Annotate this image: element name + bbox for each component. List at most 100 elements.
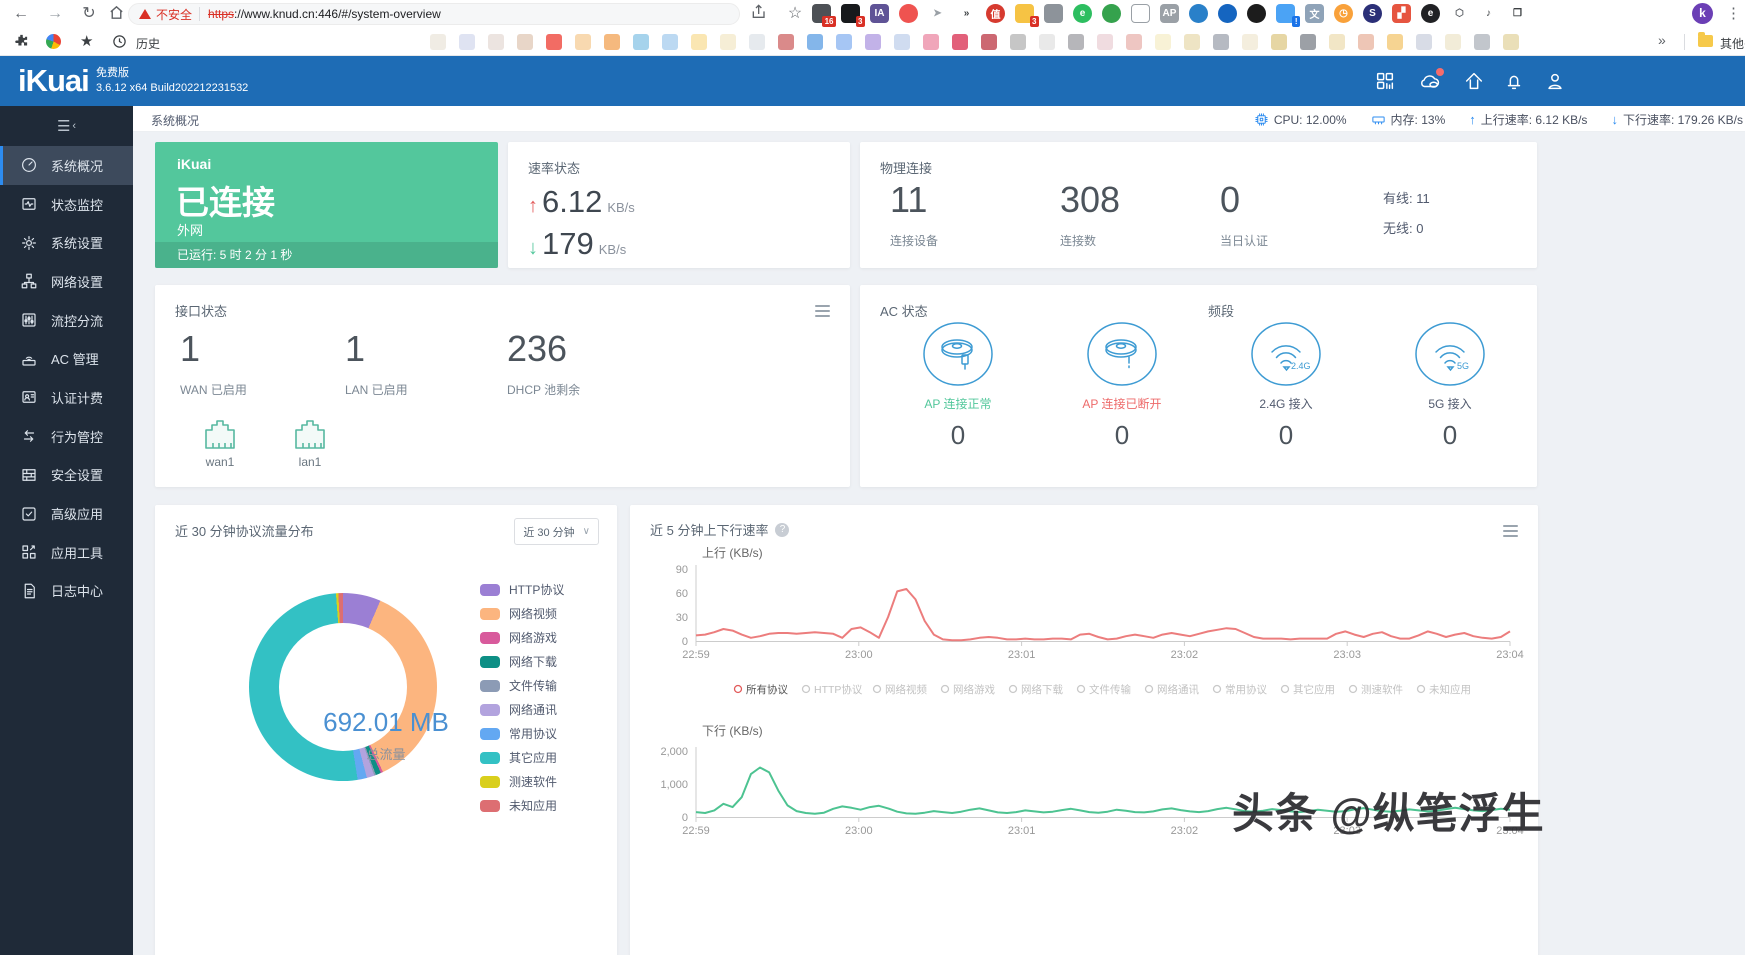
afro-icon[interactable] <box>1247 4 1266 23</box>
bookmark-favicon[interactable] <box>1271 34 1287 50</box>
s-swirl-icon[interactable]: S <box>1363 4 1382 23</box>
window-icon[interactable]: ❐ <box>1513 8 1522 19</box>
sidebar-collapse-toggle[interactable]: ☰ ‹ <box>56 118 77 135</box>
evernote-icon[interactable]: e <box>1073 4 1092 23</box>
bookmark-favicon[interactable] <box>604 34 620 50</box>
bookmark-favicon[interactable] <box>1010 34 1026 50</box>
ikuai-logo[interactable]: iKuai <box>18 63 90 98</box>
bookmark-favicon[interactable] <box>1300 34 1316 50</box>
sidebar-item-9[interactable]: 安全设置 <box>0 456 133 495</box>
bookmark-favicon[interactable] <box>952 34 968 50</box>
bookmark-favicon[interactable] <box>1242 34 1258 50</box>
bookmark-favicon[interactable] <box>778 34 794 50</box>
bookmark-favicon[interactable] <box>894 34 910 50</box>
donut-legend-item[interactable]: 其它应用 <box>480 749 564 766</box>
bookmark-favicon[interactable] <box>1358 34 1374 50</box>
sidebar-item-1[interactable]: 系统概况 <box>0 146 133 185</box>
e-circle-icon[interactable]: e <box>1421 4 1440 23</box>
sidebar-item-10[interactable]: 高级应用 <box>0 494 133 533</box>
bookmark-favicon[interactable] <box>1039 34 1055 50</box>
ia-icon[interactable]: IA <box>870 4 889 23</box>
bookmark-favicon[interactable] <box>1126 34 1142 50</box>
bookmark-favicon[interactable] <box>865 34 881 50</box>
shield-gray-icon[interactable] <box>1044 4 1063 23</box>
home-button[interactable] <box>108 4 130 21</box>
bookmark-favicon[interactable] <box>517 34 533 50</box>
bookmark-favicon[interactable] <box>1184 34 1200 50</box>
share-icon[interactable] <box>750 4 772 20</box>
bookmark-favicon[interactable] <box>1416 34 1432 50</box>
bookmark-favicon[interactable] <box>1329 34 1345 50</box>
donut-legend-item[interactable]: HTTP协议 <box>480 581 564 598</box>
donut-legend-item[interactable]: 常用协议 <box>480 725 564 742</box>
donut-legend-item[interactable]: 文件传输 <box>480 677 564 694</box>
clock-ext-icon[interactable]: ◷ <box>1334 4 1353 23</box>
bookmark-favicon[interactable] <box>1474 34 1490 50</box>
browser-menu-icon[interactable]: ⋮ <box>1726 5 1741 22</box>
cursor-icon[interactable]: ➤ <box>933 8 942 19</box>
bookmark-favicon[interactable] <box>749 34 765 50</box>
bookmark-favicon[interactable] <box>1068 34 1084 50</box>
bookmark-favicon[interactable] <box>1503 34 1519 50</box>
other-bookmarks-label[interactable]: 其他书签 <box>1720 37 1745 51</box>
sidebar-item-5[interactable]: 流控分流 <box>0 301 133 340</box>
sidebar-item-11[interactable]: 应用工具 <box>0 533 133 572</box>
user-icon[interactable] <box>1544 70 1568 94</box>
bookmark-favicon[interactable] <box>923 34 939 50</box>
extension-grid-icon[interactable]: 16 <box>812 4 836 27</box>
bookmark-star-icon[interactable]: ☆ <box>787 5 803 22</box>
bookmark-favicon[interactable] <box>836 34 852 50</box>
bookmark-favicon[interactable] <box>1155 34 1171 50</box>
help-icon[interactable]: ? <box>775 522 790 537</box>
bookmark-favicon[interactable] <box>546 34 562 50</box>
bookmarks-overflow-icon[interactable]: » <box>1658 32 1666 48</box>
apps-grid-icon[interactable] <box>1374 70 1398 94</box>
sidebar-item-2[interactable]: 状态监控 <box>0 185 133 224</box>
history-label[interactable]: 历史 <box>136 37 161 51</box>
home-up-icon[interactable] <box>1463 70 1487 94</box>
star-icon[interactable]: ★ <box>80 33 94 50</box>
sidebar-item-6[interactable]: AC 管理 <box>0 339 133 378</box>
bookmark-favicon[interactable] <box>662 34 678 50</box>
puzzle-icon[interactable] <box>14 33 29 48</box>
ap-icon[interactable]: AP <box>1160 4 1179 23</box>
egg-icon[interactable] <box>899 4 918 23</box>
cloud-icon[interactable] <box>1418 68 1444 94</box>
bookmark-favicon[interactable] <box>575 34 591 50</box>
sidebar-item-3[interactable]: 系统设置 <box>0 223 133 262</box>
blue-globe-icon[interactable] <box>1218 4 1237 23</box>
donut-legend-item[interactable]: 网络通讯 <box>480 701 564 718</box>
forward-button[interactable]: → <box>47 5 63 22</box>
translate-icon[interactable]: 文 <box>1305 4 1324 23</box>
time-range-dropdown[interactable]: 近 30 分钟 ∨ <box>514 518 599 545</box>
donut-legend-item[interactable]: 未知应用 <box>480 797 564 814</box>
donut-legend-item[interactable]: 网络下载 <box>480 653 564 670</box>
bookmark-favicon[interactable] <box>488 34 504 50</box>
history-clock-icon[interactable] <box>112 34 127 49</box>
wan1-port[interactable]: wan1 <box>180 413 260 469</box>
bookmark-favicon[interactable] <box>981 34 997 50</box>
bird-alert-icon[interactable]: ! <box>1276 4 1300 27</box>
profile-avatar[interactable]: k <box>1692 3 1713 24</box>
rate-card-menu-icon[interactable] <box>1503 525 1518 540</box>
bookmark-favicon[interactable] <box>1213 34 1229 50</box>
extension-dark-icon[interactable]: 3 <box>841 4 865 27</box>
interface-card-menu-icon[interactable] <box>815 305 830 320</box>
sidebar-item-8[interactable]: 行为管控 <box>0 417 133 456</box>
back-button[interactable]: ← <box>13 5 29 22</box>
zhi-icon[interactable]: 值 <box>986 4 1005 23</box>
donut-legend-item[interactable]: 网络视频 <box>480 605 564 622</box>
bookmark-favicon[interactable] <box>1097 34 1113 50</box>
chrome-icon[interactable] <box>46 34 61 49</box>
image-ext-icon[interactable]: ▞ <box>1392 4 1411 23</box>
playlist-icon[interactable]: ♪ <box>1486 8 1491 19</box>
sidebar-item-12[interactable]: 日志中心 <box>0 572 133 611</box>
puzzle-menu-icon[interactable]: ⬡ <box>1455 8 1464 19</box>
donut-legend-item[interactable]: 网络游戏 <box>480 629 564 646</box>
idm-globe-icon[interactable] <box>1102 4 1121 23</box>
sidebar-item-4[interactable]: 网络设置 <box>0 262 133 301</box>
bookmark-favicon[interactable] <box>720 34 736 50</box>
reload-button[interactable]: ↻ <box>82 5 96 22</box>
shield-outline-icon[interactable] <box>1131 4 1150 23</box>
bookmark-favicon[interactable] <box>1387 34 1403 50</box>
